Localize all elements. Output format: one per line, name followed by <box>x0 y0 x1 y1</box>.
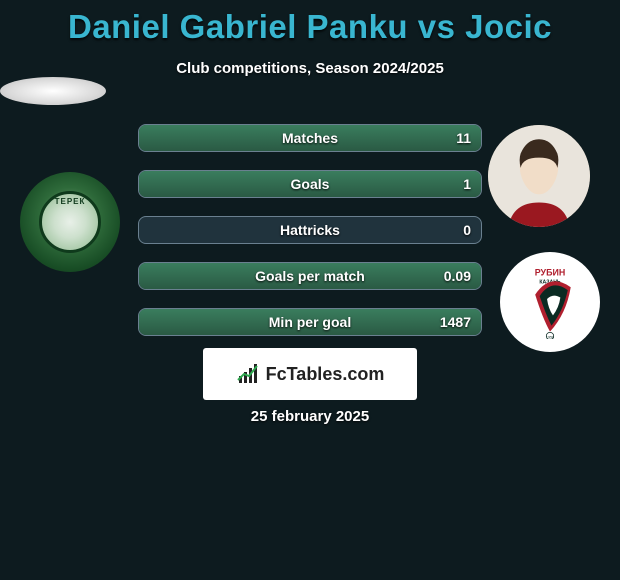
stat-value-right: 11 <box>456 125 471 151</box>
stat-value-right: 1 <box>463 171 471 197</box>
footer-label: FcTables.com <box>266 364 385 385</box>
stat-row-goals: Goals 1 <box>138 170 482 198</box>
stat-label: Min per goal <box>139 309 481 335</box>
club-badge-icon: РУБИН КАЗАНЬ 1958 <box>513 265 587 339</box>
player-left-club-badge: ТЕРЕК <box>20 172 120 272</box>
stat-label: Matches <box>139 125 481 151</box>
svg-text:1958: 1958 <box>546 335 554 339</box>
page-title: Daniel Gabriel Panku vs Jocic <box>0 0 620 46</box>
stat-label: Hattricks <box>139 217 481 243</box>
stats-list: Matches 11 Goals 1 Hattricks 0 Goals per… <box>138 124 482 354</box>
stat-value-right: 0 <box>463 217 471 243</box>
footer-logo[interactable]: FcTables.com <box>203 348 417 400</box>
stat-row-hattricks: Hattricks 0 <box>138 216 482 244</box>
club-right-text-ru: РУБИН <box>535 267 566 277</box>
stat-row-goals-per-match: Goals per match 0.09 <box>138 262 482 290</box>
stat-row-matches: Matches 11 <box>138 124 482 152</box>
player-right-club-badge: РУБИН КАЗАНЬ 1958 <box>500 252 600 352</box>
player-left-club-text: ТЕРЕК <box>42 194 98 250</box>
stat-value-right: 1487 <box>440 309 471 335</box>
stat-row-min-per-goal: Min per goal 1487 <box>138 308 482 336</box>
bar-chart-icon <box>236 362 260 386</box>
subtitle: Club competitions, Season 2024/2025 <box>0 60 620 77</box>
player-right-avatar <box>488 125 590 227</box>
avatar-icon <box>488 125 590 227</box>
player-left-avatar <box>0 77 106 105</box>
date-label: 25 february 2025 <box>0 408 620 425</box>
stat-value-right: 0.09 <box>444 263 471 289</box>
stat-label: Goals per match <box>139 263 481 289</box>
stat-label: Goals <box>139 171 481 197</box>
